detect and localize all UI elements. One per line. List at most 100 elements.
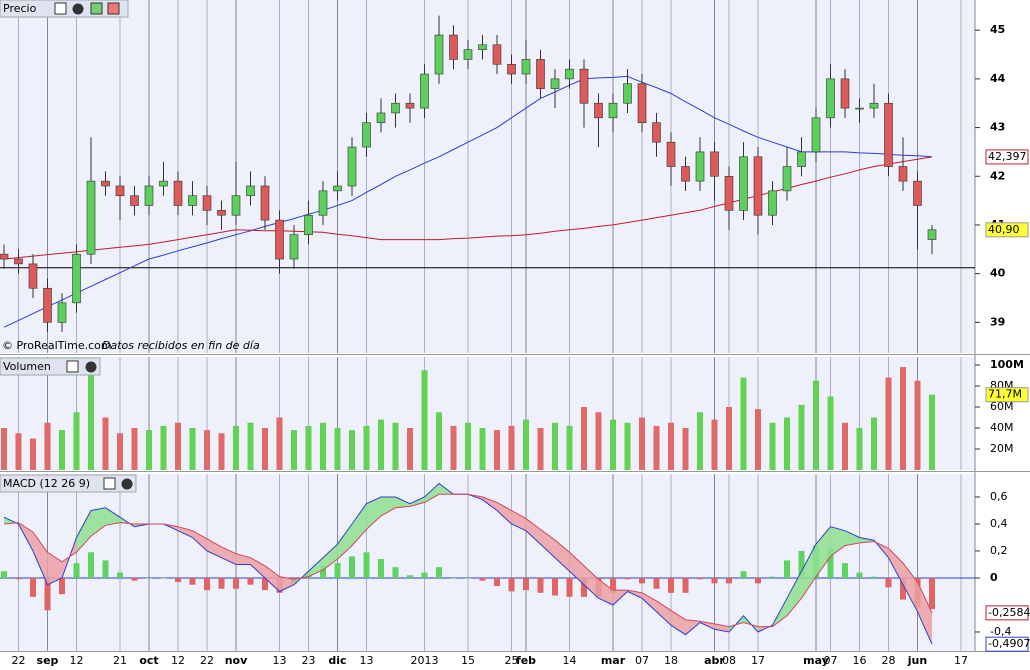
end-label-box xyxy=(985,222,1029,238)
volume-bar xyxy=(262,427,268,470)
x-tick-label: feb xyxy=(516,654,536,667)
macd-fill xyxy=(540,529,555,558)
icon[interactable] xyxy=(66,360,79,373)
volume-bar xyxy=(900,367,906,470)
volume-bar xyxy=(610,419,616,470)
candle-body xyxy=(405,102,415,109)
candle-body xyxy=(492,44,502,65)
histogram-bar xyxy=(349,556,355,578)
x-tick-label: 18 xyxy=(664,654,678,667)
x-tick-label: 17 xyxy=(751,654,765,667)
x-tick-label: 07 xyxy=(824,654,838,667)
histogram-bar xyxy=(218,577,225,589)
x-tick-label: 17 xyxy=(954,654,968,667)
macd-fill xyxy=(801,544,816,599)
histogram-bar xyxy=(624,577,631,580)
icon[interactable] xyxy=(72,3,84,15)
volume-bar xyxy=(769,422,776,470)
x-tick-label: sep xyxy=(37,654,59,667)
candle-body xyxy=(869,102,879,109)
macd-fill xyxy=(221,546,236,565)
macd-fill xyxy=(47,552,62,585)
icon[interactable] xyxy=(85,361,97,373)
candle-body xyxy=(347,146,357,187)
macd-fill xyxy=(424,483,439,503)
macd-fill xyxy=(178,526,193,538)
macd-fill xyxy=(352,503,367,546)
volume-bar xyxy=(871,417,877,470)
macd-fill xyxy=(845,530,860,546)
volume-bar xyxy=(131,427,138,470)
volume-bar xyxy=(653,425,660,470)
volume-bar xyxy=(334,427,341,470)
histogram-bar xyxy=(494,577,500,587)
histogram-bar xyxy=(88,552,94,578)
x-tick-label: 16 xyxy=(853,654,867,667)
candle-body xyxy=(318,190,328,216)
macd-fill xyxy=(598,579,613,605)
y-tick-label: 0,6 xyxy=(990,490,1008,503)
end-label: 71,7M xyxy=(988,388,1022,401)
histogram-bar xyxy=(566,577,573,597)
macd-fill xyxy=(830,526,845,557)
histogram-bar xyxy=(769,576,776,578)
volume-bar xyxy=(479,427,486,470)
candle-body xyxy=(608,102,618,119)
volume-bar xyxy=(523,419,529,470)
volume-bar xyxy=(305,425,312,470)
candle-body xyxy=(623,83,632,104)
candle-body xyxy=(101,180,110,187)
candle-body xyxy=(681,166,690,182)
macd-fill xyxy=(192,530,207,551)
x-tick-label: 15 xyxy=(461,654,475,667)
price-header: Precio xyxy=(0,0,129,18)
histogram-bar xyxy=(740,571,747,578)
histogram-bar xyxy=(668,577,674,593)
volume-bar xyxy=(856,427,863,470)
macd-fill xyxy=(265,565,280,592)
icon[interactable] xyxy=(54,2,67,15)
histogram-bar xyxy=(697,577,703,580)
y-tick-label: 100M xyxy=(990,358,1024,371)
histogram-bar xyxy=(334,563,341,578)
icon[interactable] xyxy=(103,477,116,490)
x-tick-label: 2013 xyxy=(411,654,439,667)
volume-bar xyxy=(740,377,747,470)
candle-body xyxy=(463,49,473,60)
histogram-bar xyxy=(204,577,210,591)
candle-body xyxy=(724,175,734,211)
icon[interactable] xyxy=(121,478,133,490)
volume-bar xyxy=(494,430,500,470)
histogram-bar xyxy=(392,567,399,578)
histogram-bar xyxy=(421,572,428,578)
candle-body xyxy=(521,59,531,75)
volume-header: Volumen xyxy=(0,357,101,376)
candle-body xyxy=(782,166,792,192)
candle-body xyxy=(884,102,893,167)
candle-body xyxy=(550,78,560,89)
marks xyxy=(0,15,975,645)
macd-fill xyxy=(250,557,265,578)
macd-header: MACD (12 26 9) xyxy=(0,474,137,493)
candle-body xyxy=(811,117,821,153)
histogram-bar xyxy=(146,577,152,579)
macd-fill xyxy=(816,526,831,577)
macd-fill xyxy=(337,523,352,560)
icon[interactable] xyxy=(90,2,103,15)
icon[interactable] xyxy=(107,2,120,15)
macd-fill xyxy=(236,553,251,565)
volume-bar xyxy=(218,433,225,470)
macd-fill xyxy=(888,548,903,585)
volume-bar xyxy=(711,419,718,470)
x-tick-label: 23 xyxy=(302,654,316,667)
candle-body xyxy=(652,122,661,143)
histogram-bar xyxy=(320,565,326,578)
histogram-bar xyxy=(131,577,138,581)
candle-body xyxy=(478,44,487,50)
candle-body xyxy=(666,141,676,167)
histogram-bar xyxy=(871,576,877,578)
histogram-bar xyxy=(508,577,515,592)
macd-fill xyxy=(33,532,48,585)
histogram-bar xyxy=(363,552,370,578)
histogram-bar xyxy=(44,577,51,611)
